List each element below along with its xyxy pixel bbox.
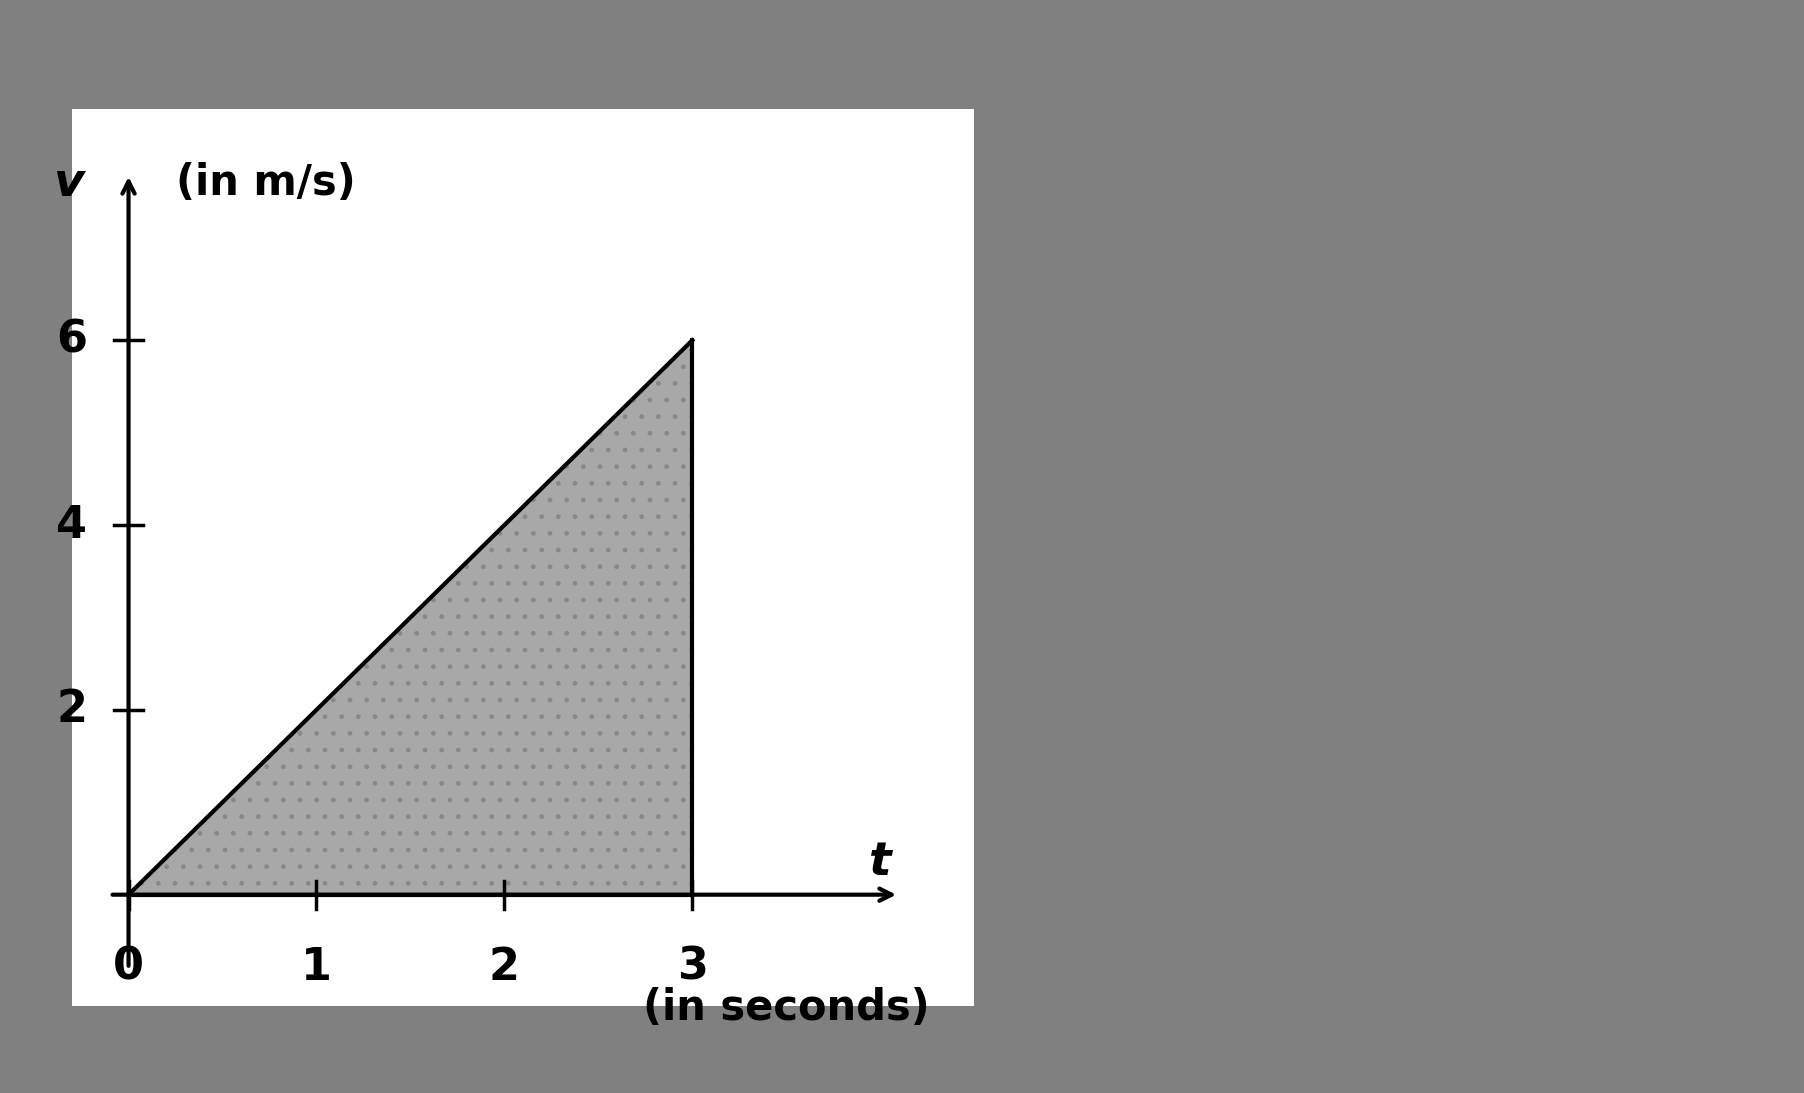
Text: 4: 4 [56,504,87,546]
Text: (in m/s): (in m/s) [175,162,355,204]
Text: 3: 3 [676,945,707,988]
Text: t: t [870,839,891,885]
Text: (in seconds): (in seconds) [642,987,929,1030]
Polygon shape [128,340,693,895]
Text: 0: 0 [114,945,144,988]
Text: 2: 2 [489,945,520,988]
Text: 2: 2 [56,689,87,731]
Text: 6: 6 [56,319,87,362]
Text: v: v [52,161,83,205]
Text: 1: 1 [301,945,332,988]
